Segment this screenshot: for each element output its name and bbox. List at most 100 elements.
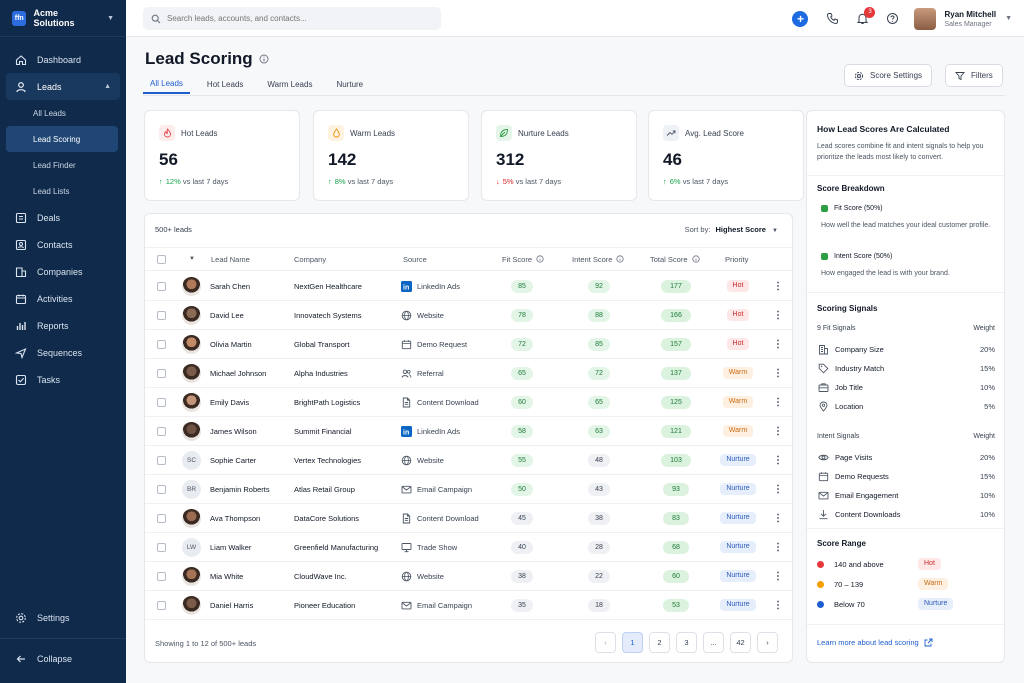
table-row[interactable]: LW Liam Walker Greenfield Manufacturing T…: [145, 533, 792, 562]
page-button-3[interactable]: 3: [676, 632, 697, 653]
page-button-2[interactable]: 2: [649, 632, 670, 653]
sidebar-item-tasks[interactable]: Tasks: [0, 366, 126, 393]
table-row[interactable]: Michael Johnson Alpha Industries Referra…: [145, 359, 792, 388]
row-checkbox[interactable]: [157, 542, 166, 552]
row-checkbox[interactable]: [157, 426, 166, 436]
sidebar-subitem-lead-lists[interactable]: Lead Lists: [33, 186, 70, 196]
tab-nurture[interactable]: Nurture: [336, 79, 364, 89]
table-row[interactable]: Mia White CloudWave Inc. Website 38 22 6…: [145, 562, 792, 591]
sidebar-item-sequences[interactable]: Sequences: [0, 339, 126, 366]
chevron-down-icon[interactable]: ▼: [189, 256, 195, 262]
column-header-fit-score[interactable]: Fit Score: [502, 255, 544, 264]
more-actions-icon[interactable]: ⋮: [773, 425, 783, 437]
linkedin-icon: in: [401, 280, 412, 292]
table-row[interactable]: Daniel Harris Pioneer Education Email Ca…: [145, 591, 792, 620]
row-checkbox[interactable]: [157, 484, 166, 494]
column-header-company[interactable]: Company: [294, 254, 327, 264]
more-actions-icon[interactable]: ⋮: [773, 396, 783, 408]
more-actions-icon[interactable]: ⋮: [773, 309, 783, 321]
lead-name[interactable]: Emily Davis: [210, 397, 250, 407]
sidebar-item-label: Settings: [37, 613, 70, 623]
table-row[interactable]: Ava Thompson DataCore Solutions Content …: [145, 504, 792, 533]
sort-dropdown[interactable]: Sort by: Highest Score ▼: [685, 225, 778, 234]
sidebar-item-companies[interactable]: Companies: [0, 258, 126, 285]
table-row[interactable]: Olivia Martin Global Transport Demo Requ…: [145, 330, 792, 359]
more-actions-icon[interactable]: ⋮: [773, 512, 783, 524]
lead-name[interactable]: Daniel Harris: [210, 600, 254, 610]
column-header-priority[interactable]: Priority: [725, 254, 749, 264]
table-row[interactable]: Sarah Chen NextGen Healthcare in LinkedIn…: [145, 272, 792, 301]
more-actions-icon[interactable]: ⋮: [773, 367, 783, 379]
create-new-button[interactable]: +: [792, 10, 809, 27]
more-actions-icon[interactable]: ⋮: [773, 338, 783, 350]
more-actions-icon[interactable]: ⋮: [773, 483, 783, 495]
prev-page-button[interactable]: ‹: [595, 632, 616, 653]
table-row[interactable]: BR Benjamin Roberts Atlas Retail Group Em…: [145, 475, 792, 504]
sidebar-item-leads[interactable]: Leads ▲: [6, 73, 120, 100]
column-header-lead-name[interactable]: Lead Name: [211, 254, 250, 264]
workspace-switcher[interactable]: ffn Acme Solutions ▼: [0, 0, 126, 37]
row-checkbox[interactable]: [157, 339, 166, 349]
phone-button[interactable]: [824, 11, 840, 27]
sidebar-subitem-lead-scoring[interactable]: Lead Scoring: [6, 126, 118, 152]
table-row[interactable]: David Lee Innovatech Systems Website 78 …: [145, 301, 792, 330]
collapse-sidebar-button[interactable]: Collapse: [0, 645, 126, 673]
next-page-button[interactable]: ›: [757, 632, 778, 653]
column-header-intent-score[interactable]: Intent Score: [572, 255, 625, 264]
more-actions-icon[interactable]: ⋮: [773, 541, 783, 553]
search-bar[interactable]: [143, 7, 441, 30]
lead-name[interactable]: Liam Walker: [210, 542, 252, 552]
lead-name[interactable]: Mia White: [210, 571, 244, 581]
scoring-signals-heading: Scoring Signals: [817, 304, 878, 313]
sidebar-item-deals[interactable]: Deals: [0, 204, 126, 231]
lead-name[interactable]: Benjamin Roberts: [210, 484, 270, 494]
row-checkbox[interactable]: [157, 455, 166, 465]
row-checkbox[interactable]: [157, 310, 166, 320]
info-icon[interactable]: [259, 54, 269, 64]
help-button[interactable]: [884, 11, 900, 27]
column-header-total-score[interactable]: Total Score: [650, 255, 700, 264]
more-actions-icon[interactable]: ⋮: [773, 570, 783, 582]
score-settings-button[interactable]: Score Settings: [844, 64, 933, 87]
row-checkbox[interactable]: [157, 513, 166, 523]
user-menu[interactable]: Ryan Mitchell Sales Manager ▼: [914, 7, 1012, 30]
lead-name[interactable]: David Lee: [210, 310, 244, 320]
lead-name[interactable]: James Wilson: [210, 426, 257, 436]
filters-button[interactable]: Filters: [945, 64, 1003, 87]
column-header-source[interactable]: Source: [403, 254, 427, 264]
row-checkbox[interactable]: [157, 368, 166, 378]
lead-name[interactable]: Olivia Martin: [210, 339, 252, 349]
sidebar-subitem-all-leads[interactable]: All Leads: [33, 108, 66, 118]
row-checkbox[interactable]: [157, 571, 166, 581]
sidebar-item-activities[interactable]: Activities: [0, 285, 126, 312]
sidebar-item-contacts[interactable]: Contacts: [0, 231, 126, 258]
row-checkbox[interactable]: [157, 600, 166, 610]
more-actions-icon[interactable]: ⋮: [773, 599, 783, 611]
row-checkbox[interactable]: [157, 281, 166, 291]
notifications-button[interactable]: 3: [854, 6, 876, 27]
building-icon: [817, 343, 829, 355]
page-button-1[interactable]: 1: [622, 632, 643, 653]
table-row[interactable]: SC Sophie Carter Vertex Technologies Webs…: [145, 446, 792, 475]
select-all-checkbox[interactable]: [157, 254, 166, 264]
learn-more-link[interactable]: Learn more about lead scoring: [817, 638, 933, 647]
table-row[interactable]: James Wilson Summit Financial in LinkedIn…: [145, 417, 792, 446]
lead-name[interactable]: Ava Thompson: [210, 513, 261, 523]
tab-warm-leads[interactable]: Warm Leads: [267, 79, 313, 89]
more-actions-icon[interactable]: ⋮: [773, 280, 783, 292]
sidebar-item-settings[interactable]: Settings: [0, 604, 126, 632]
search-input[interactable]: [167, 14, 417, 23]
lead-name[interactable]: Sarah Chen: [210, 281, 251, 291]
lead-name[interactable]: Michael Johnson: [210, 368, 267, 378]
tab-all-leads[interactable]: All Leads: [143, 74, 190, 94]
page-button-42[interactable]: 42: [730, 632, 751, 653]
sidebar-item-reports[interactable]: Reports: [0, 312, 126, 339]
row-checkbox[interactable]: [157, 397, 166, 407]
sidebar-item-dashboard[interactable]: Dashboard: [0, 46, 126, 73]
tab-hot-leads[interactable]: Hot Leads: [206, 79, 244, 89]
table-row[interactable]: Emily Davis BrightPath Logistics Content…: [145, 388, 792, 417]
lead-name[interactable]: Sophie Carter: [210, 455, 257, 465]
sidebar-subitem-lead-finder[interactable]: Lead Finder: [33, 160, 76, 170]
signal-row: Industry Match 15%: [817, 362, 995, 374]
more-actions-icon[interactable]: ⋮: [773, 454, 783, 466]
